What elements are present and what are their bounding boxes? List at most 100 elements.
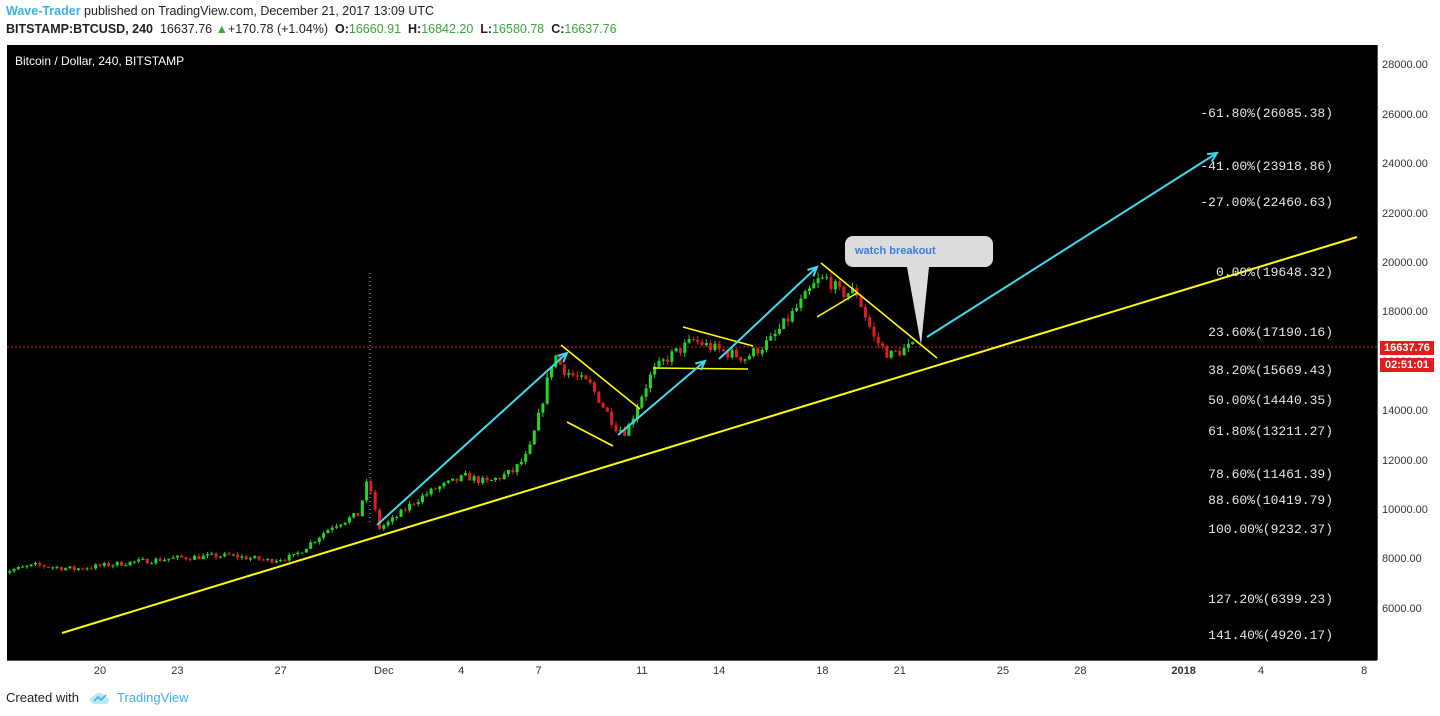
candle-up xyxy=(115,561,119,566)
candle-up xyxy=(747,356,751,360)
candle-up xyxy=(657,360,661,367)
pattern-line xyxy=(566,421,614,447)
candle-up xyxy=(210,553,214,555)
candle-down xyxy=(829,277,833,290)
x-tick-label: 20 xyxy=(93,665,107,677)
candle-down xyxy=(455,478,459,482)
candle-up xyxy=(304,548,308,553)
candle-down xyxy=(145,558,149,564)
candle-up xyxy=(223,553,227,557)
candle-up xyxy=(627,424,631,436)
candle-down xyxy=(498,477,502,480)
pattern-line xyxy=(682,326,754,347)
candle-up xyxy=(279,560,283,562)
candle-down xyxy=(42,565,46,567)
x-tick-label: 8 xyxy=(1361,665,1368,677)
candle-up xyxy=(752,348,756,357)
y-tick-label: 14000.00 xyxy=(1382,405,1428,418)
candle-up xyxy=(502,474,506,480)
x-tick-label: 4 xyxy=(458,665,465,677)
candle-up xyxy=(339,524,343,527)
fib-level-label: 88.60%(10419.79) xyxy=(1208,492,1333,508)
candle-down xyxy=(838,281,842,287)
candle-down xyxy=(562,364,566,375)
candle-up xyxy=(713,343,717,351)
candle-up xyxy=(674,348,678,352)
candle-up xyxy=(266,558,270,560)
candle-up xyxy=(102,563,106,566)
change-value: +170.78 (+1.04%) xyxy=(227,22,329,36)
candle-up xyxy=(773,333,777,337)
fib-level-label: 0.00%(19648.32) xyxy=(1215,264,1333,280)
candle-up xyxy=(833,281,837,290)
candle-down xyxy=(378,509,381,529)
candle-up xyxy=(399,509,403,517)
low-value: 16580.78 xyxy=(492,22,545,36)
candle-up xyxy=(528,444,532,454)
candle-down xyxy=(722,349,725,351)
ohlc-line: BITSTAMP:BTCUSD, 240 16637.76 ▲+170.78 (… xyxy=(6,22,617,36)
fib-level-label: -61.80%(26085.38) xyxy=(1200,105,1333,121)
change-up-icon: ▲ xyxy=(215,22,228,36)
candle-up xyxy=(730,349,734,358)
candle-down xyxy=(98,564,102,566)
fib-level-label: 78.60%(11461.39) xyxy=(1208,466,1333,482)
x-tick-label: 14 xyxy=(713,665,726,677)
candle-up xyxy=(335,526,338,528)
candle-up xyxy=(141,558,145,560)
fib-level-label: 61.80%(13211.27) xyxy=(1208,423,1333,439)
fib-level-label: -41.00%(23918.86) xyxy=(1200,159,1333,175)
candle-up xyxy=(851,287,854,294)
callout-bubble: watch breakout xyxy=(845,236,993,267)
candle-down xyxy=(881,343,885,346)
tradingview-link[interactable]: TradingView xyxy=(116,690,189,705)
candle-down xyxy=(373,491,377,510)
candle-down xyxy=(709,343,713,351)
candle-down xyxy=(369,481,373,492)
candle-up xyxy=(799,298,803,309)
candle-up xyxy=(906,344,910,348)
candle-down xyxy=(842,286,846,298)
candle-up xyxy=(429,488,433,495)
x-tick-label: 27 xyxy=(274,665,287,677)
candle-up xyxy=(416,502,420,505)
candle-down xyxy=(180,555,184,558)
x-tick-label: 4 xyxy=(1257,665,1265,677)
y-tick-label: 28000.00 xyxy=(1382,59,1428,72)
author-link[interactable]: Wave-Trader xyxy=(6,4,81,18)
tradingview-cloud-icon xyxy=(89,692,110,704)
candle-down xyxy=(356,513,360,517)
candle-up xyxy=(803,291,807,299)
candle-up xyxy=(670,351,674,362)
y-tick-label: 18000.00 xyxy=(1382,306,1428,319)
chart-pane[interactable]: Bitcoin / Dollar, 240, BITSTAMP -61.80%(… xyxy=(7,45,1377,660)
candle-up xyxy=(163,559,166,562)
candle-down xyxy=(894,350,897,352)
candle-up xyxy=(541,403,545,413)
candle-down xyxy=(876,336,880,344)
candle-up xyxy=(309,542,313,549)
candle-up xyxy=(390,517,394,522)
chart-canvas[interactable] xyxy=(7,45,1377,660)
candle-up xyxy=(330,527,334,530)
open-value: 16660.91 xyxy=(348,22,402,36)
candle-up xyxy=(618,430,622,432)
candle-up xyxy=(317,537,321,542)
candle-up xyxy=(12,569,16,572)
candle-down xyxy=(107,563,111,567)
time-axis[interactable]: 20 23 27 Dec 4 7 11 14 18 21 25 28 2018 4 8 xyxy=(7,660,1377,682)
impulse-arrow xyxy=(718,266,818,360)
candle-up xyxy=(51,567,55,569)
x-tick-label: 18 xyxy=(816,665,829,677)
candle-down xyxy=(81,568,85,570)
candle-down xyxy=(863,306,867,318)
candle-up xyxy=(769,336,773,341)
candle-up xyxy=(472,476,476,481)
fib-level-label: 141.40%(4920.17) xyxy=(1208,628,1333,644)
candle-up xyxy=(481,477,485,483)
candle-up xyxy=(795,308,799,311)
candle-up xyxy=(292,554,295,556)
candle-up xyxy=(171,557,175,559)
candle-up xyxy=(846,293,850,298)
candle-up xyxy=(459,475,463,482)
